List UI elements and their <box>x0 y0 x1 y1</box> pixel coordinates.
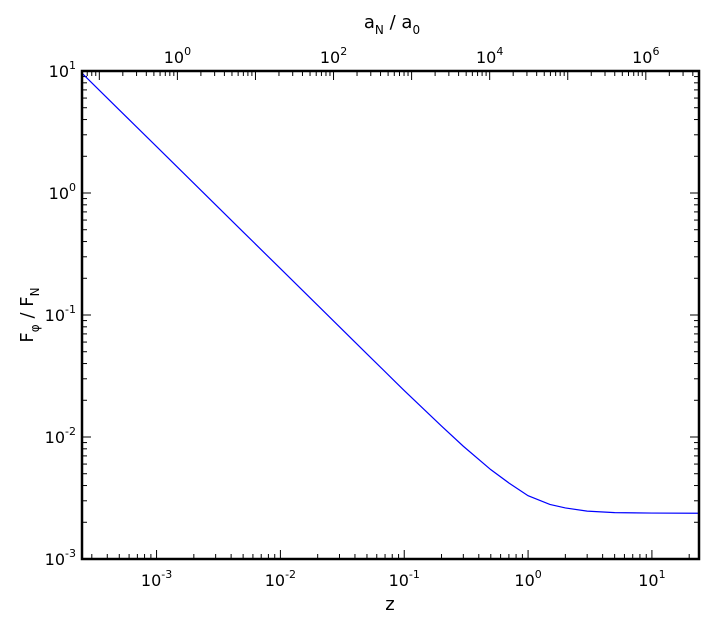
top-x-tick-label: 106 <box>632 45 659 67</box>
labels-layer: 10-3 10-2 10-1 100 101 100 102 104 106 10-3 10-2 10… <box>45 45 666 590</box>
x-tick-label: 10-2 <box>265 568 296 590</box>
x-axis-label: z <box>385 594 394 615</box>
y-axis-label-sub2: N <box>28 287 42 296</box>
top-axis-label-base2: a <box>401 12 412 33</box>
top-axis-label-sep: / <box>384 12 402 33</box>
ticks-layer <box>81 70 699 560</box>
y-axis-label-sub1: φ <box>28 324 42 332</box>
top-axis-label-base: a <box>364 12 375 33</box>
y-tick-label: 101 <box>49 59 76 81</box>
top-axis-label: aN / a0 <box>364 12 420 37</box>
top-axis-label-sub1: N <box>375 23 384 37</box>
x-tick-label: 100 <box>514 568 541 590</box>
y-axis-label-sep: / <box>17 307 38 325</box>
y-axis-label-base2: F <box>17 296 38 306</box>
top-x-tick-label: 102 <box>320 45 347 67</box>
y-tick-label: 10-1 <box>45 303 76 325</box>
series-line <box>81 72 700 514</box>
top-x-tick-label: 104 <box>476 45 503 67</box>
x-tick-label: 10-1 <box>389 568 420 590</box>
top-axis-label-sub2: 0 <box>412 23 420 37</box>
y-axis-label-base: F <box>17 332 38 342</box>
y-axis-label: Fφ / FN <box>17 287 42 342</box>
axes-box <box>80 69 701 561</box>
x-tick-label: 101 <box>638 568 665 590</box>
y-tick-label: 100 <box>49 181 76 203</box>
y-tick-label: 10-2 <box>45 425 76 447</box>
x-tick-label: 10-3 <box>141 568 172 590</box>
top-x-tick-label: 100 <box>164 45 191 67</box>
y-tick-label: 10-3 <box>45 547 76 569</box>
